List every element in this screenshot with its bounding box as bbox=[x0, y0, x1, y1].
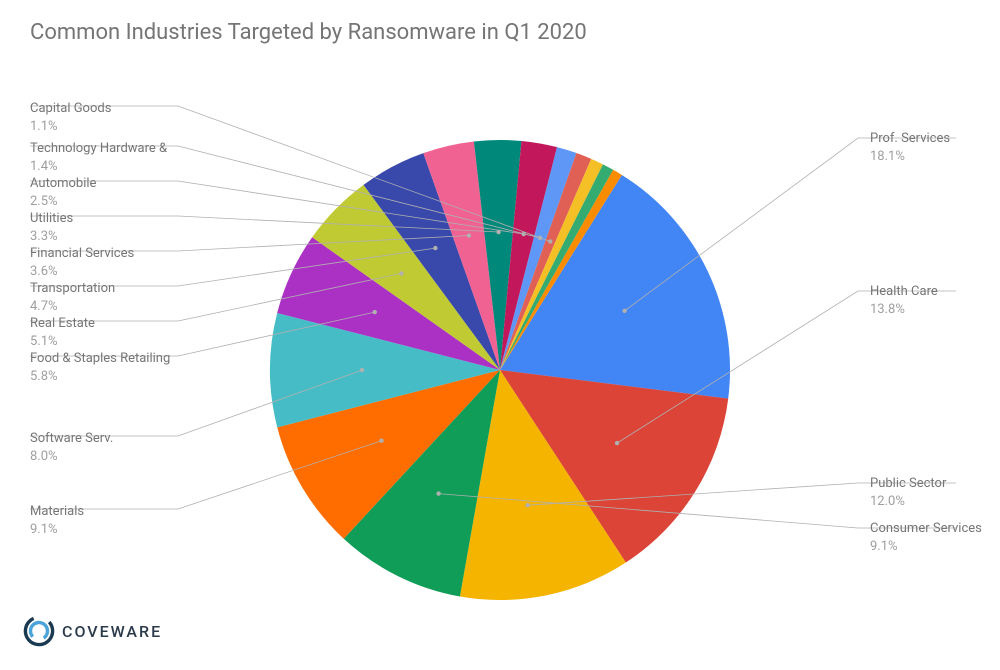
slice-label-name: Financial Services bbox=[30, 245, 134, 263]
slice-label-name: Utilities bbox=[30, 210, 73, 228]
slice-label-pct: 18.1% bbox=[870, 148, 950, 166]
slice-label-name: Transportation bbox=[30, 280, 115, 298]
slice-label-pct: 13.8% bbox=[870, 301, 938, 319]
slice-label: Consumer Services9.1% bbox=[870, 520, 982, 555]
slice-label: Materials9.1% bbox=[30, 503, 84, 538]
slice-label-name: Materials bbox=[30, 503, 84, 521]
slice-label: Utilities3.3% bbox=[30, 210, 73, 245]
slice-label-name: Software Serv. bbox=[30, 430, 113, 448]
slice-label-pct: 12.0% bbox=[870, 493, 946, 511]
slice-label-name: Technology Hardware & bbox=[30, 140, 167, 158]
slice-label: Food & Staples Retailing5.8% bbox=[30, 350, 170, 385]
leader-dot bbox=[379, 439, 383, 443]
slice-label: Software Serv.8.0% bbox=[30, 430, 113, 465]
slice-label-pct: 9.1% bbox=[870, 538, 982, 556]
slice-label: Prof. Services18.1% bbox=[870, 130, 950, 165]
slice-label-pct: 5.1% bbox=[30, 333, 95, 351]
slice-label-pct: 3.6% bbox=[30, 263, 134, 281]
slice-label: Real Estate5.1% bbox=[30, 315, 95, 350]
slice-label: Financial Services3.6% bbox=[30, 245, 134, 280]
slice-label-pct: 1.4% bbox=[30, 158, 167, 176]
slice-label-name: Food & Staples Retailing bbox=[30, 350, 170, 368]
slice-label: Public Sector12.0% bbox=[870, 475, 946, 510]
slice-label-pct: 2.5% bbox=[30, 193, 96, 211]
pie-chart bbox=[0, 0, 1000, 666]
slice-label-pct: 4.7% bbox=[30, 298, 115, 316]
slice-label: Automobile2.5% bbox=[30, 175, 96, 210]
coveware-logo: COVEWARE bbox=[22, 614, 162, 648]
slice-label-pct: 8.0% bbox=[30, 448, 113, 466]
slice-label-pct: 5.8% bbox=[30, 368, 170, 386]
slice-label-name: Public Sector bbox=[870, 475, 946, 493]
slice-label: Health Care13.8% bbox=[870, 283, 938, 318]
slice-label-pct: 1.1% bbox=[30, 118, 111, 136]
slice-label-name: Automobile bbox=[30, 175, 96, 193]
slice-label-name: Health Care bbox=[870, 283, 938, 301]
logo-icon bbox=[22, 614, 56, 648]
slice-label: Technology Hardware &1.4% bbox=[30, 140, 167, 175]
slice-label: Capital Goods1.1% bbox=[30, 100, 111, 135]
slice-label: Transportation4.7% bbox=[30, 280, 115, 315]
logo-text: COVEWARE bbox=[62, 622, 162, 641]
slice-label-pct: 9.1% bbox=[30, 521, 84, 539]
slice-label-name: Capital Goods bbox=[30, 100, 111, 118]
slice-label-name: Consumer Services bbox=[870, 520, 982, 538]
slice-label-name: Real Estate bbox=[30, 315, 95, 333]
slice-label-name: Prof. Services bbox=[870, 130, 950, 148]
slice-label-pct: 3.3% bbox=[30, 228, 73, 246]
